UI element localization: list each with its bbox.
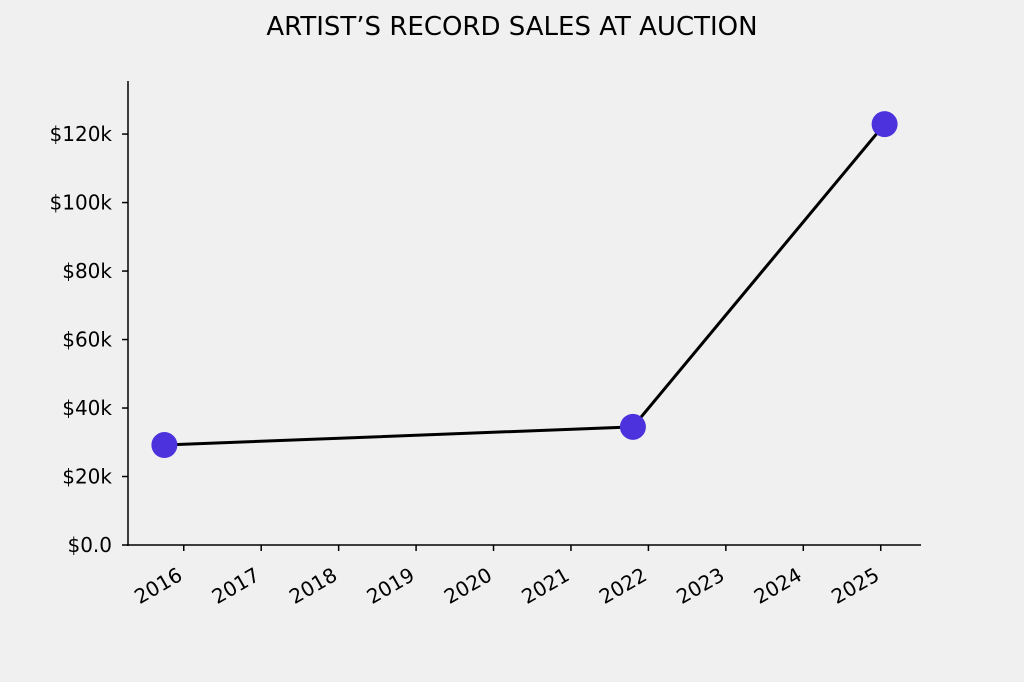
point <box>871 111 898 138</box>
y-tick-label: $100k <box>50 191 113 215</box>
y-tick-label: $120k <box>50 122 113 146</box>
y-tick-label: $60k <box>62 328 112 352</box>
y-tick-label: $80k <box>62 259 112 283</box>
chart-title: ARTIST’S RECORD SALES AT AUCTION <box>266 12 757 42</box>
y-tick-label: $0.0 <box>67 533 112 557</box>
y-tick-label: $40k <box>62 396 112 420</box>
point <box>151 432 178 459</box>
point <box>619 413 646 440</box>
y-tick-label: $20k <box>62 465 112 489</box>
